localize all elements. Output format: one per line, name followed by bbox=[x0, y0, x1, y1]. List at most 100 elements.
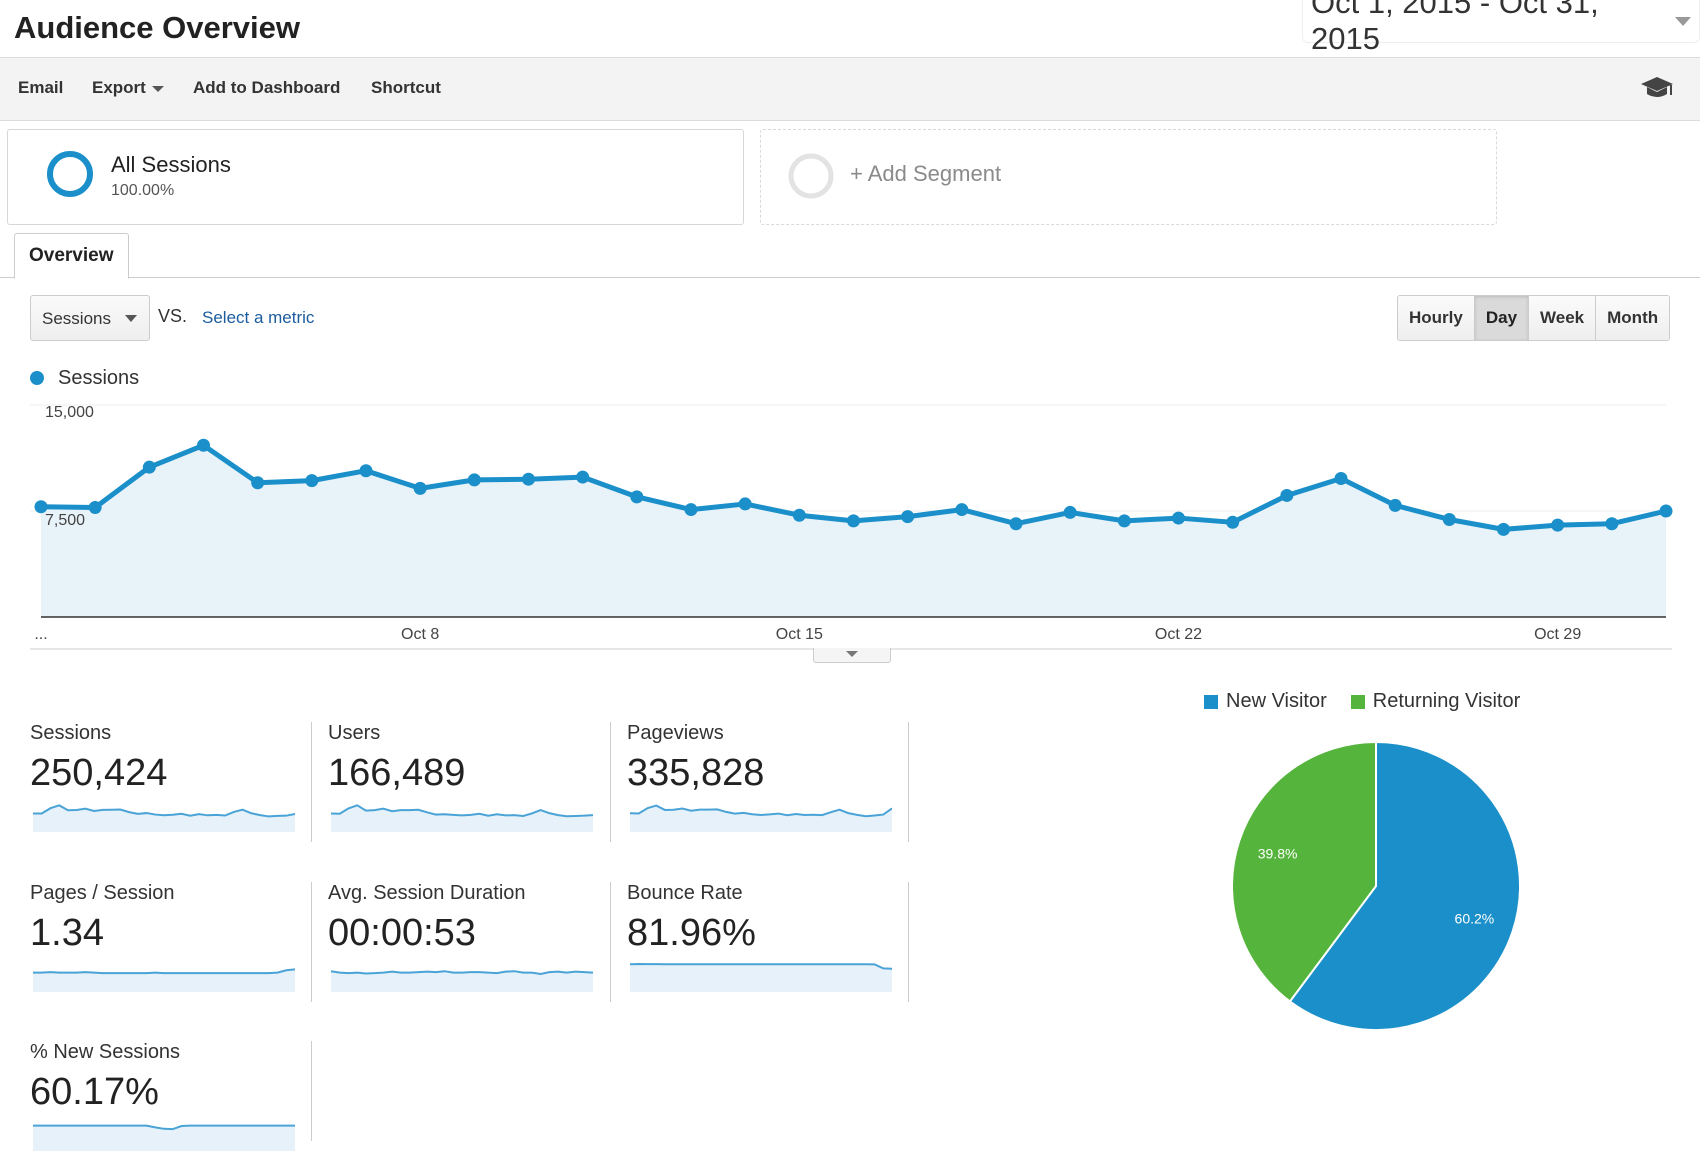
metric-card[interactable]: Bounce Rate 81.96% bbox=[627, 882, 895, 1004]
sparkline-area bbox=[630, 805, 892, 832]
x-tick-label: Oct 22 bbox=[1155, 626, 1202, 643]
sparkline-area bbox=[33, 805, 295, 832]
granularity-toggle: Hourly Day Week Month bbox=[1397, 295, 1671, 341]
metric-select[interactable]: Sessions bbox=[30, 295, 150, 341]
pie-slice-label: 39.8% bbox=[1258, 845, 1298, 861]
sessions-point[interactable] bbox=[1280, 488, 1294, 502]
add-segment-button[interactable]: + Add Segment bbox=[760, 129, 1497, 225]
sessions-point[interactable] bbox=[1334, 471, 1348, 485]
hourly-button[interactable]: Hourly bbox=[1398, 296, 1474, 340]
returning-visitor-legend: Returning Visitor bbox=[1372, 690, 1521, 712]
email-button[interactable]: Email bbox=[18, 78, 64, 97]
select-metric-link[interactable]: Select a metric bbox=[202, 308, 315, 327]
segment-percent: 100.00% bbox=[111, 182, 175, 199]
metric-select-value: Sessions bbox=[42, 309, 111, 328]
top-bar: Audience Overview Oct 1, 2015 - Oct 31, … bbox=[0, 0, 1700, 58]
sessions-point[interactable] bbox=[576, 470, 590, 484]
sessions-point[interactable] bbox=[1117, 514, 1131, 528]
sessions-point[interactable] bbox=[1442, 512, 1456, 526]
segment-name: All Sessions bbox=[111, 152, 231, 177]
sessions-point[interactable] bbox=[1226, 515, 1240, 529]
sessions-point[interactable] bbox=[1172, 511, 1185, 525]
sessions-legend-label: Sessions bbox=[58, 367, 140, 389]
segment-all-sessions[interactable]: All Sessions 100.00% bbox=[7, 129, 744, 225]
metric-card[interactable]: Pages / Session 1.34 bbox=[30, 882, 298, 1004]
metric-label: Bounce Rate bbox=[627, 882, 743, 904]
sessions-point[interactable] bbox=[305, 474, 319, 488]
sessions-point[interactable] bbox=[142, 460, 156, 474]
export-button[interactable]: Export bbox=[92, 78, 164, 98]
sessions-point[interactable] bbox=[251, 476, 265, 490]
month-button[interactable]: Month bbox=[1595, 296, 1670, 340]
graduation-cap-icon[interactable] bbox=[1640, 75, 1674, 101]
sessions-legend-dot bbox=[30, 371, 44, 385]
sessions-point[interactable] bbox=[413, 481, 427, 495]
sessions-point[interactable] bbox=[955, 503, 969, 517]
add-segment-label: + Add Segment bbox=[850, 161, 1002, 186]
empty-segment-ring-icon bbox=[788, 153, 834, 199]
day-button[interactable]: Day bbox=[1473, 296, 1529, 340]
sessions-point[interactable] bbox=[792, 508, 806, 522]
sparkline-line bbox=[331, 970, 593, 976]
sessions-point[interactable] bbox=[1009, 517, 1023, 531]
new-visitor-legend: New Visitor bbox=[1226, 690, 1327, 712]
sparkline-line bbox=[331, 804, 593, 818]
metric-card[interactable]: % New Sessions 60.17% bbox=[30, 1041, 298, 1163]
chart-collapse-toggle[interactable] bbox=[813, 648, 891, 663]
card-divider bbox=[610, 882, 611, 1002]
sessions-point[interactable] bbox=[630, 490, 644, 504]
sessions-point[interactable] bbox=[1497, 522, 1510, 536]
sessions-point[interactable] bbox=[359, 464, 373, 478]
sessions-point[interactable] bbox=[34, 500, 48, 514]
sessions-point[interactable] bbox=[522, 472, 535, 486]
shortcut-button[interactable]: Shortcut bbox=[371, 78, 441, 97]
y-tick-label: 7,500 bbox=[45, 512, 85, 529]
metric-card[interactable]: Pageviews 335,828 bbox=[627, 722, 895, 844]
returning-visitor-swatch bbox=[1350, 694, 1365, 709]
sessions-point[interactable] bbox=[1063, 505, 1077, 519]
pie-slice-returning-visitor[interactable] bbox=[1231, 740, 1377, 1003]
sessions-point[interactable] bbox=[197, 438, 210, 452]
sessions-area bbox=[41, 445, 1666, 617]
sessions-point[interactable] bbox=[1605, 517, 1619, 531]
metric-label: Sessions bbox=[30, 722, 112, 744]
add-to-dashboard-button[interactable]: Add to Dashboard bbox=[193, 78, 341, 97]
visitor-type-pie-chart: 60.2% 39.8% bbox=[1231, 740, 1521, 1031]
caret-down-icon bbox=[125, 315, 137, 322]
x-tick-label: Oct 8 bbox=[401, 626, 439, 643]
metric-card[interactable]: Users 166,489 bbox=[328, 722, 596, 844]
metric-card[interactable]: Avg. Session Duration 00:00:53 bbox=[328, 882, 596, 1004]
week-button[interactable]: Week bbox=[1528, 296, 1596, 340]
sessions-point[interactable] bbox=[847, 514, 860, 528]
caret-down-icon bbox=[151, 85, 164, 92]
sessions-point[interactable] bbox=[1388, 498, 1402, 512]
sessions-point[interactable] bbox=[467, 473, 481, 487]
sessions-line-chart: 15,000 7,500... Oct 8 Oct 15 Oct 22 Oct 29 bbox=[30, 404, 1673, 650]
sessions-point[interactable] bbox=[1551, 518, 1565, 532]
metric-value: 81.96% bbox=[627, 912, 756, 954]
metric-card[interactable]: Sessions 250,424 bbox=[30, 722, 298, 844]
metric-label: Avg. Session Duration bbox=[328, 882, 526, 904]
card-divider bbox=[311, 1041, 312, 1141]
sessions-point[interactable] bbox=[1659, 504, 1673, 518]
date-range-picker[interactable]: Oct 1, 2015 - Oct 31, 2015 bbox=[1302, 0, 1700, 56]
metric-label: Pageviews bbox=[627, 722, 724, 744]
sessions-point[interactable] bbox=[684, 503, 698, 517]
pie-slice-new-visitor[interactable] bbox=[1288, 740, 1521, 1031]
segment-ring-icon bbox=[47, 151, 93, 197]
sessions-point[interactable] bbox=[738, 497, 752, 511]
tab-overview[interactable]: Overview bbox=[14, 233, 129, 279]
pie-slice-label: 60.2% bbox=[1455, 911, 1495, 927]
metric-label: Pages / Session bbox=[30, 882, 175, 904]
page-title: Audience Overview bbox=[14, 10, 301, 45]
metric-sparkline bbox=[33, 804, 295, 832]
tabs-divider bbox=[0, 277, 1700, 278]
card-divider bbox=[610, 722, 611, 842]
sparkline-area bbox=[630, 964, 892, 992]
sparkline-area bbox=[331, 971, 593, 992]
metric-value: 60.17% bbox=[30, 1071, 159, 1113]
x-tick-label: Oct 15 bbox=[776, 626, 823, 643]
sessions-point[interactable] bbox=[88, 500, 102, 514]
sparkline-line bbox=[630, 804, 892, 818]
sessions-point[interactable] bbox=[901, 510, 915, 524]
